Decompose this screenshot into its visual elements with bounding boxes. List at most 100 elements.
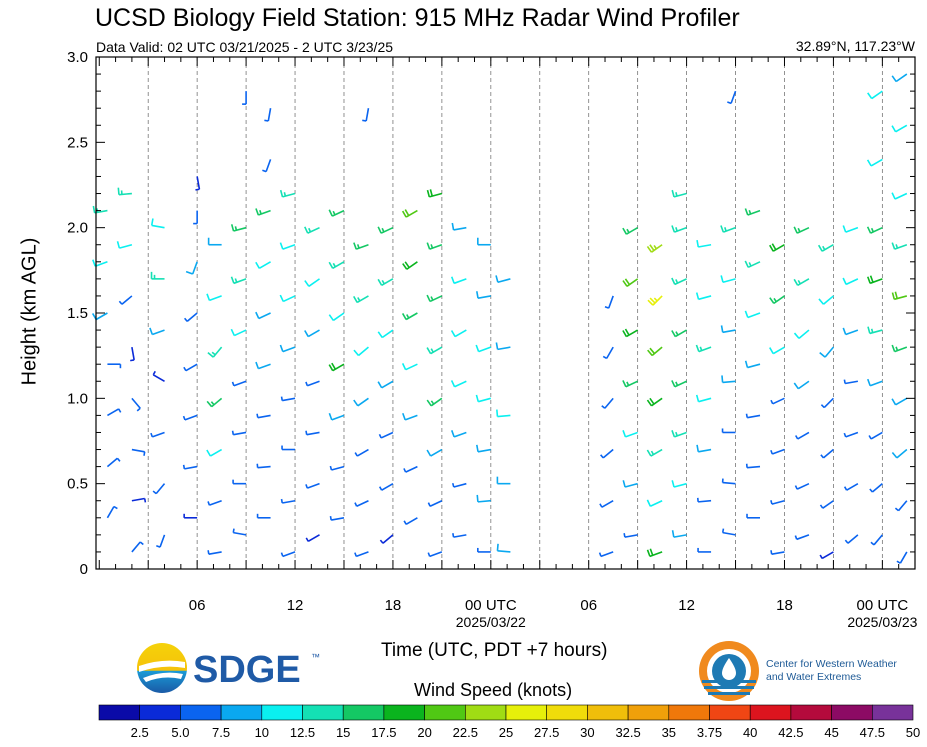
- wind-barb-shaft: [625, 226, 639, 235]
- wind-barb-feather: [426, 399, 432, 407]
- wind-barb-shaft: [497, 414, 511, 418]
- wind-barb-shaft: [282, 192, 296, 198]
- wind-barb-half-feather: [869, 488, 874, 493]
- wind-barb-half-feather: [329, 465, 333, 471]
- wind-barb-feather: [496, 543, 499, 551]
- wind-barb-half-feather: [745, 413, 748, 418]
- wind-barb-shaft: [209, 448, 223, 457]
- x-tick-label: 18: [776, 597, 793, 614]
- wind-barb-feather: [793, 226, 798, 234]
- wind-barb-shaft: [652, 295, 663, 306]
- x-tick-label: 00 UTC: [465, 597, 517, 614]
- wind-barb-half-feather: [451, 482, 455, 488]
- wind-barb-shaft: [405, 209, 418, 218]
- wind-barb-shaft: [477, 448, 491, 453]
- wind-barb-half-feather: [794, 535, 798, 540]
- wind-barb-half-feather: [599, 503, 603, 508]
- wind-barb-half-feather: [675, 381, 679, 386]
- wind-barb-shaft: [673, 192, 687, 198]
- wind-barb-shaft: [651, 397, 663, 407]
- wind-barb-feather: [696, 239, 700, 248]
- color-scale-swatch: [871, 704, 914, 721]
- x-tick-label: 12: [678, 597, 695, 614]
- wind-barb-feather: [426, 189, 431, 198]
- wind-barb-shaft: [698, 397, 712, 403]
- wind-barb-half-feather: [794, 485, 798, 490]
- wind-barb-shaft: [698, 243, 712, 248]
- wind-barb-shaft: [845, 329, 859, 336]
- y-tick-label: 3.0: [67, 49, 88, 66]
- wind-barb-feather: [304, 226, 309, 234]
- wind-barb-shaft: [797, 278, 810, 287]
- wind-barb-feather: [255, 361, 260, 369]
- wind-barb-feather: [255, 261, 261, 269]
- color-scale-label: 5.0: [171, 725, 189, 740]
- wind-barb-feather: [866, 226, 872, 234]
- wind-barb-half-feather: [770, 550, 773, 555]
- wind-barb-shaft: [895, 73, 908, 83]
- wind-barb-feather: [304, 280, 310, 287]
- wind-barb-shaft: [233, 329, 247, 337]
- wind-barb-shaft: [233, 431, 247, 436]
- wind-barb-shaft: [730, 90, 737, 104]
- wind-barb-shaft: [430, 397, 443, 407]
- guide-lines: [147, 57, 883, 569]
- color-scale-swatch: [464, 704, 507, 721]
- wind-barb-shaft: [747, 363, 761, 369]
- color-scale-swatch: [261, 704, 303, 721]
- wind-barb-half-feather: [748, 209, 752, 215]
- wind-barb-shaft: [332, 261, 345, 269]
- x-tick-label: 12: [287, 597, 304, 614]
- wind-barb-half-feather: [305, 381, 309, 386]
- wind-barb-feather: [771, 243, 777, 251]
- wind-barb-shaft: [773, 295, 785, 305]
- wind-barb-half-feather: [116, 457, 121, 462]
- wind-barb-half-feather: [600, 454, 604, 459]
- wind-barb-shaft: [381, 278, 394, 287]
- wind-barb-feather: [646, 245, 653, 253]
- wind-barb-shaft: [797, 431, 810, 440]
- wind-barb-shaft: [184, 414, 198, 421]
- wind-barb-shaft: [405, 517, 418, 525]
- wind-barb-half-feather: [843, 432, 847, 438]
- color-scale-swatch: [342, 704, 385, 721]
- wind-barb-feather: [869, 275, 874, 283]
- color-scale-swatch: [546, 704, 588, 721]
- wind-barb-feather: [891, 242, 896, 250]
- wind-barb-shaft: [355, 243, 369, 250]
- wind-barb-feather: [891, 292, 896, 300]
- x-tick-label: 00 UTC: [857, 597, 909, 614]
- wind-barb-feather: [476, 444, 479, 452]
- x-tick-date: 2025/03/22: [456, 614, 526, 630]
- wind-barb-feather: [720, 325, 724, 333]
- wind-barb-feather: [402, 263, 408, 270]
- wind-barb-half-feather: [354, 552, 357, 557]
- wind-barb-shaft: [356, 448, 369, 457]
- color-scale-swatch: [424, 704, 466, 721]
- wind-barb-half-feather: [675, 227, 678, 232]
- color-scale-swatch: [180, 704, 222, 721]
- wind-barb-half-feather: [113, 505, 118, 510]
- wind-barb-half-feather: [797, 280, 801, 285]
- wind-barb-shaft: [365, 108, 370, 122]
- wind-barb-half-feather: [184, 317, 188, 322]
- wind-barb-shaft: [624, 534, 638, 538]
- cw3e-drop-icon: Center for Western Weather and Water Ext…: [699, 641, 897, 701]
- wind-barb-feather: [647, 299, 654, 306]
- x-tick-label: 06: [580, 597, 597, 614]
- wind-barb-feather: [769, 347, 774, 355]
- wind-barb-shaft: [870, 158, 883, 167]
- color-scale-swatch: [98, 704, 141, 721]
- wind-barb-shaft: [257, 465, 271, 469]
- y-tick-label: 2.0: [67, 220, 88, 237]
- wind-barb-feather: [622, 227, 628, 235]
- wind-barb-half-feather: [623, 533, 626, 538]
- wind-barb-half-feather: [379, 539, 384, 544]
- color-scale-label: 50: [906, 725, 920, 740]
- wind-barb-shaft: [404, 414, 418, 421]
- wind-barbs: [91, 73, 908, 564]
- color-scale-swatch: [139, 704, 181, 721]
- wind-barb-feather: [647, 349, 653, 357]
- wind-barb-shaft: [601, 500, 614, 508]
- wind-barb-feather: [429, 189, 433, 197]
